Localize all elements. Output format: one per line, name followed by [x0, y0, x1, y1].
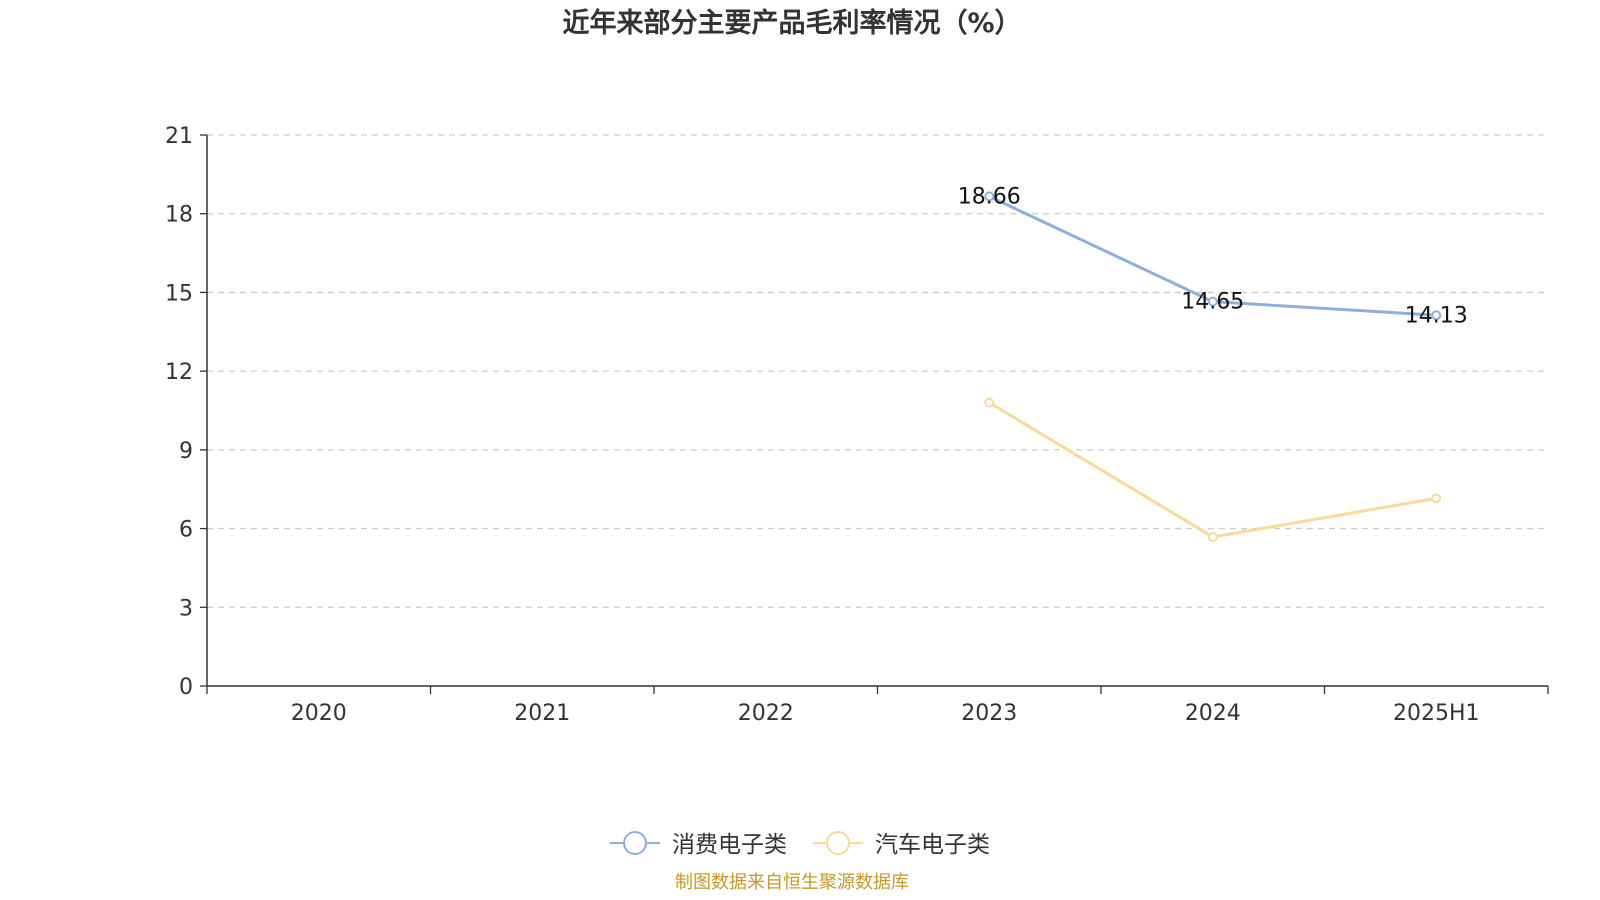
x-tick-label: 2024 — [1185, 701, 1241, 726]
data-label: 14.13 — [1405, 303, 1468, 328]
y-tick-label: 15 — [165, 281, 193, 306]
data-point[interactable] — [984, 191, 995, 202]
y-tick-label: 12 — [165, 360, 193, 385]
y-tick-label: 6 — [179, 518, 193, 543]
x-tick-label: 2021 — [514, 701, 570, 726]
y-tick-label: 21 — [165, 124, 193, 149]
y-tick-label: 9 — [179, 439, 193, 464]
data-label: 18.66 — [958, 184, 1021, 209]
data-labels: 18.66 14.65 14.13 — [958, 184, 1468, 328]
y-tick-label: 0 — [179, 675, 193, 700]
y-tick-label: 18 — [165, 203, 193, 228]
gridlines — [207, 134, 1548, 608]
series-line — [988, 401, 1437, 539]
legend-item[interactable]: 消费电子类 — [610, 831, 787, 858]
data-point[interactable] — [1207, 531, 1218, 542]
chart-title: 近年来部分主要产品毛利率情况（%） — [562, 7, 1021, 39]
source-note: 制图数据来自恒生聚源数据库 — [675, 872, 909, 893]
legend-circle-icon — [826, 831, 850, 855]
x-tick-label: 2023 — [961, 701, 1017, 726]
data-point[interactable] — [984, 397, 995, 408]
series-group — [984, 191, 1442, 542]
y-tick-label: 3 — [179, 596, 193, 621]
axes: 0 3 6 9 12 15 18 21 2020 2021 2022 2023 2024 2025H1 — [165, 124, 1549, 726]
legend: 消费电子类 汽车电子类 — [610, 831, 990, 858]
legend-item[interactable]: 汽车电子类 — [813, 831, 990, 858]
legend-circle-icon — [623, 831, 647, 855]
x-tick-label: 2022 — [738, 701, 794, 726]
x-tick-label: 2025H1 — [1393, 701, 1480, 726]
legend-label: 消费电子类 — [672, 832, 787, 858]
legend-label: 汽车电子类 — [875, 832, 990, 858]
data-label: 14.65 — [1181, 290, 1244, 315]
data-point[interactable] — [1207, 296, 1218, 307]
x-tick-label: 2020 — [291, 701, 347, 726]
data-point[interactable] — [1431, 493, 1442, 504]
data-point[interactable] — [1431, 310, 1442, 321]
